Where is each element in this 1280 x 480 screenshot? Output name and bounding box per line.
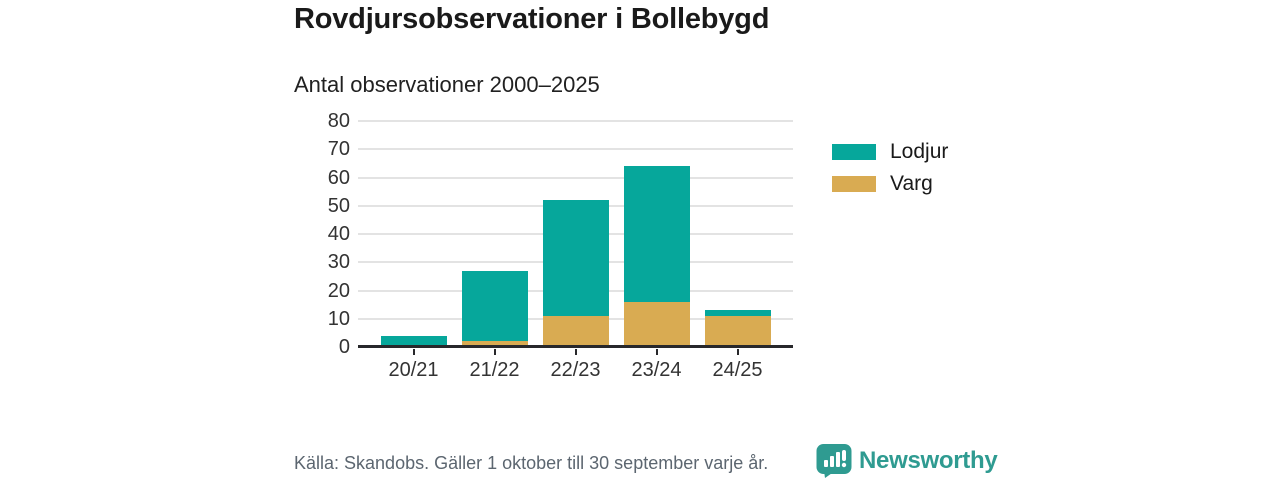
x-axis-line — [358, 345, 793, 348]
y-axis-label-80: 80 — [327, 110, 350, 132]
legend-item-lodjur: Lodjur — [832, 140, 949, 163]
gridline-60 — [358, 176, 793, 179]
source-note: Källa: Skandobs. Gäller 1 oktober till 3… — [294, 453, 769, 473]
bar-22-23-varg — [542, 315, 609, 347]
lodjur-swatch-icon — [832, 144, 876, 160]
y-axis-label-50: 50 — [327, 194, 350, 217]
page-title: Rovdjursobservationer i Bollebygd — [294, 3, 770, 35]
gridline-80 — [358, 120, 793, 122]
y-axis-label-10: 10 — [327, 307, 350, 330]
x-axis-tick-24-25 — [736, 349, 739, 355]
plot-area: 20/21 21/22 22/23 23/24 24/25 — [358, 120, 793, 381]
legend-label-varg: Varg — [890, 172, 933, 195]
y-axis-label-70: 70 — [327, 138, 350, 161]
bar-22-23-lodjur — [542, 200, 609, 316]
brand-wordmark: Newsworthy — [859, 447, 998, 474]
y-axis-label-0: 0 — [338, 336, 350, 358]
varg-swatch-icon — [832, 176, 876, 192]
newsworthy-brand-link[interactable]: Newsworthy — [816, 444, 998, 478]
y-axis-label-20: 20 — [327, 279, 350, 302]
bar-23-24-lodjur — [623, 166, 690, 302]
y-axis-label-40: 40 — [327, 223, 350, 245]
x-axis-label-23-24: 23/24 — [631, 359, 682, 381]
x-axis-tick-23-24 — [655, 349, 658, 355]
x-axis-tick-20-21 — [412, 349, 415, 355]
x-axis-tick-22-23 — [574, 349, 577, 355]
chart-legend: Lodjur Varg — [832, 140, 949, 205]
bar-20-21-lodjur — [380, 335, 447, 347]
bar-21-22-lodjur — [461, 270, 528, 342]
x-axis-label-20-21: 20/21 — [388, 359, 439, 381]
gridline-70 — [358, 148, 793, 151]
y-axis-label-60: 60 — [327, 166, 350, 189]
bar-24-25-varg — [704, 315, 771, 347]
chart-subtitle: Antal observationer 2000–2025 — [294, 72, 600, 97]
x-axis-label-21-22: 21/22 — [469, 359, 520, 381]
bar-21-22-varg — [461, 341, 528, 347]
bar-24-25-lodjur — [704, 310, 771, 316]
y-axis-label-30: 30 — [327, 251, 350, 274]
newsworthy-logo-icon — [816, 444, 852, 478]
x-axis-tick-21-22 — [493, 349, 496, 355]
bar-23-24-varg — [623, 301, 690, 347]
x-axis-label-24-25: 24/25 — [712, 359, 763, 381]
legend-item-varg: Varg — [832, 172, 948, 195]
y-axis: 0 10 20 30 40 50 60 70 80 — [284, 110, 350, 358]
legend-label-lodjur: Lodjur — [890, 140, 949, 163]
x-axis-label-22-23: 22/23 — [550, 359, 601, 381]
